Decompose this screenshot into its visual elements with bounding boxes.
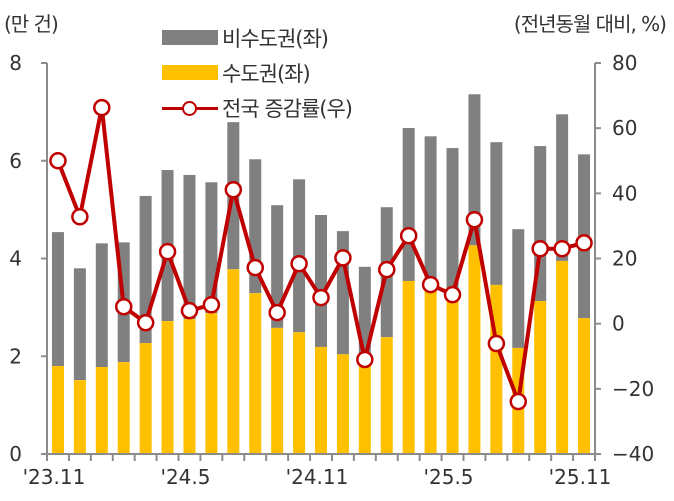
bar-metro <box>556 260 569 454</box>
bar-metro <box>95 367 108 454</box>
right-axis-tick-label: −20 <box>612 377 654 401</box>
rate-marker <box>136 313 155 332</box>
rate-marker <box>114 297 133 316</box>
bar-metro <box>380 337 393 454</box>
x-axis-tick-label: '24.11 <box>286 465 349 489</box>
legend-item-rate: 전국 증감률(우) <box>162 90 353 125</box>
bar-nonmetro <box>402 128 415 281</box>
rate-marker <box>553 239 571 258</box>
x-axis-tick-label: '24.5 <box>160 465 210 489</box>
bar-nonmetro <box>490 142 503 285</box>
left-axis-tick-label: 0 <box>9 442 22 466</box>
rate-marker <box>180 301 199 320</box>
legend-item-metro: 수도권(좌) <box>162 55 352 90</box>
bar-metro <box>578 318 591 454</box>
right-axis-tick-label: 60 <box>612 116 637 140</box>
bar-nonmetro <box>183 174 196 320</box>
legend-label-metro: 수도권(좌) <box>222 61 311 86</box>
rate-marker <box>49 152 67 170</box>
rate-marker <box>378 260 396 279</box>
rate-marker <box>575 234 593 252</box>
x-axis-tick-label: '25.5 <box>424 465 474 489</box>
right-axis-tick-label: 0 <box>612 312 625 336</box>
bar-nonmetro <box>95 243 108 368</box>
legend-line-marker-icon <box>162 98 218 118</box>
bar-metro <box>205 313 218 454</box>
rate-marker <box>531 239 549 258</box>
rate-marker <box>202 296 221 314</box>
bar-metro <box>227 269 240 454</box>
right-axis-tick-label: 20 <box>612 247 637 271</box>
legend-label-rate: 전국 증감률(우) <box>222 96 353 121</box>
x-axis-tick-label: '25.11 <box>549 465 612 489</box>
bar-metro <box>51 366 64 454</box>
legend-swatch-gray-icon <box>162 30 218 45</box>
rate-marker <box>509 392 528 411</box>
legend-label-nonmetro: 비수도권(좌) <box>222 26 329 51</box>
left-axis-tick-label: 2 <box>9 344 22 368</box>
left-axis-tick-label: 8 <box>9 51 22 75</box>
bar-metro <box>358 366 371 454</box>
left-axis-tick-label: 6 <box>9 149 22 173</box>
bar-metro <box>336 354 349 454</box>
bar-nonmetro <box>271 205 284 328</box>
rate-marker <box>443 285 462 304</box>
bar-metro <box>73 380 86 454</box>
legend-item-nonmetro: 비수도권(좌) <box>162 20 352 55</box>
bar-nonmetro <box>446 148 459 293</box>
bar-nonmetro <box>51 232 64 367</box>
bar-metro <box>139 343 152 454</box>
rate-marker <box>71 208 89 226</box>
right-axis-unit-label: (전년동월 대비, %) <box>513 12 667 36</box>
bar-metro <box>424 284 437 454</box>
bar-metro <box>446 292 459 454</box>
bar-nonmetro <box>468 94 481 246</box>
rate-marker <box>268 303 286 322</box>
legend-swatch-yellow-icon <box>162 65 218 80</box>
rate-marker <box>356 350 374 369</box>
bar-metro <box>402 280 415 454</box>
bar-metro <box>271 327 284 454</box>
rate-marker <box>399 226 418 245</box>
rate-marker <box>224 180 243 199</box>
bar-metro <box>183 319 196 454</box>
right-axis-tick-label: 40 <box>612 181 637 205</box>
rate-marker <box>487 334 506 353</box>
x-axis-tick-label: '23.11 <box>23 465 86 489</box>
bar-metro <box>117 362 130 454</box>
bar-nonmetro <box>205 182 218 314</box>
bar-metro <box>468 245 481 454</box>
bar-nonmetro <box>424 136 437 285</box>
bar-metro <box>315 346 327 454</box>
rate-marker <box>334 249 352 267</box>
bar-nonmetro <box>512 229 525 348</box>
rate-marker <box>465 210 484 229</box>
rate-marker <box>93 98 111 117</box>
left-axis-tick-label: 4 <box>9 247 22 271</box>
left-axis-unit-label: (만 건) <box>4 12 59 36</box>
bar-metro <box>293 332 306 454</box>
rate-marker <box>312 288 330 307</box>
rate-marker <box>290 254 308 273</box>
rate-marker <box>421 275 440 294</box>
bar-metro <box>534 301 547 454</box>
bar-nonmetro <box>556 114 569 261</box>
bar-metro <box>249 293 262 454</box>
bar-nonmetro <box>249 159 262 294</box>
bar-nonmetro <box>315 215 327 347</box>
rate-marker <box>246 258 264 277</box>
bar-nonmetro <box>73 268 86 381</box>
bar-metro <box>161 321 174 454</box>
chart-legend: 비수도권(좌) 수도권(좌) 전국 증감률(우) <box>162 20 353 125</box>
right-axis-tick-label: −40 <box>612 442 654 466</box>
right-axis-tick-label: 80 <box>612 51 637 75</box>
rate-marker <box>158 242 177 261</box>
